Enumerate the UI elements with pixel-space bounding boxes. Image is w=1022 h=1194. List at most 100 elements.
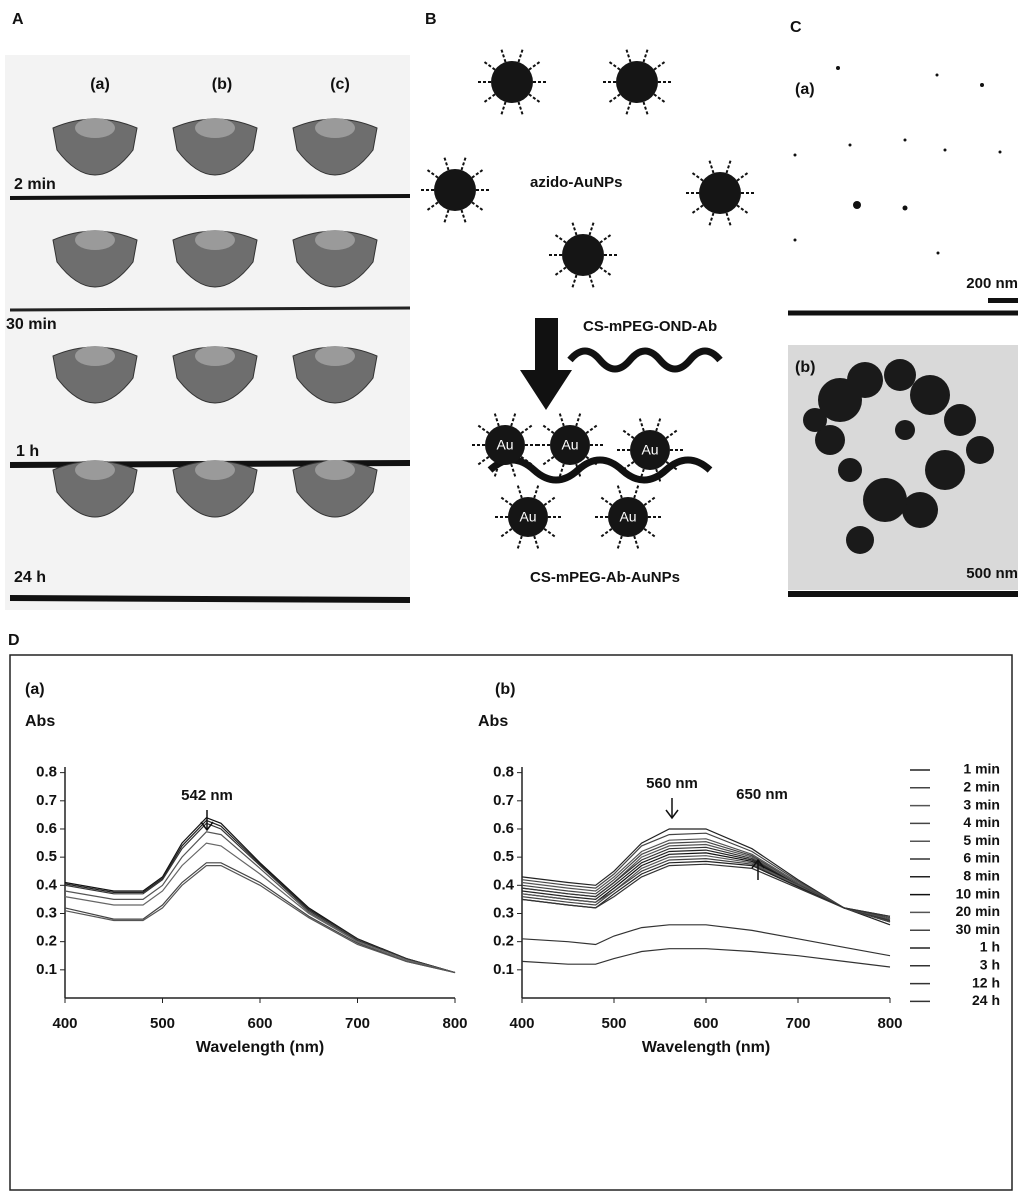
bowl <box>52 460 138 518</box>
bowl-highlight <box>75 460 115 480</box>
spectrum-line <box>64 865 456 974</box>
nanoparticle <box>550 425 590 465</box>
legend-label: 20 min <box>956 903 1000 919</box>
spectrum-line <box>521 857 891 919</box>
y-tick-label: 0.3 <box>36 904 57 921</box>
shelf <box>9 595 411 603</box>
legend-label: 3 min <box>963 796 1000 812</box>
scale-bar <box>988 298 1018 303</box>
spectrum-line <box>521 838 891 923</box>
ligand <box>476 455 490 466</box>
au-label: Au <box>561 437 578 453</box>
nanoparticle <box>491 61 533 103</box>
spectrum-line <box>64 842 456 974</box>
nanoparticle <box>434 169 476 211</box>
y-tick-label: 0.2 <box>36 933 57 950</box>
polymer-label: CS-mPEG-OND-Ab <box>583 318 717 335</box>
scale-label: 200 nm <box>966 275 1018 292</box>
row-label: 30 min <box>6 316 57 333</box>
bowl <box>172 460 258 518</box>
x-tick-label: 800 <box>877 1015 902 1032</box>
spectrum-line <box>521 832 891 923</box>
ligand <box>426 168 439 179</box>
ligand <box>638 468 645 483</box>
nanoparticle <box>630 430 670 470</box>
bowl <box>172 346 258 404</box>
panel-label: B <box>425 11 437 28</box>
particle-dot <box>943 148 947 152</box>
ligand <box>588 221 595 236</box>
legend-label: 6 min <box>963 850 1000 866</box>
x-axis-label: Wavelength (nm) <box>196 1039 324 1056</box>
ligand <box>426 201 439 212</box>
row-label: 2 min <box>14 176 56 193</box>
nanoparticle <box>508 497 548 537</box>
column-label: (b) <box>212 76 232 93</box>
ligand <box>483 60 496 71</box>
spectrum-line <box>521 841 891 923</box>
y-tick-label: 0.8 <box>493 764 514 781</box>
ligand <box>616 484 623 499</box>
bowl-highlight <box>315 230 355 250</box>
particle-dot <box>980 83 984 87</box>
column-label: (c) <box>330 76 350 93</box>
x-tick-label: 700 <box>345 1015 370 1032</box>
bowl-highlight <box>195 346 235 366</box>
nanoparticle <box>699 172 741 214</box>
row-label: 1 h <box>16 443 39 460</box>
ligand <box>520 424 534 435</box>
spectrum-line <box>64 831 456 974</box>
y-tick-label: 0.8 <box>36 764 57 781</box>
particle-dot <box>902 205 908 211</box>
ligand <box>516 535 523 550</box>
ligand <box>558 412 565 427</box>
x-tick-label: 600 <box>247 1015 272 1032</box>
au-label: Au <box>496 437 513 453</box>
ligand <box>708 159 715 174</box>
ligand <box>528 60 541 71</box>
ligand <box>541 424 555 435</box>
ligand <box>541 455 555 466</box>
bowl <box>292 460 378 518</box>
bowl <box>172 230 258 288</box>
bowl-highlight <box>315 460 355 480</box>
ligand <box>608 60 621 71</box>
bowl-highlight <box>315 118 355 138</box>
ligand <box>517 101 524 116</box>
polymer-chain <box>567 347 723 373</box>
ligand <box>533 484 540 499</box>
ligand <box>543 496 557 507</box>
chart-title: (a) <box>25 681 45 698</box>
bowl <box>292 118 378 176</box>
au-label: Au <box>619 509 636 525</box>
ligand <box>642 48 649 63</box>
particle-dot <box>853 201 861 209</box>
ligand <box>708 212 715 227</box>
bowl <box>52 346 138 404</box>
x-tick-label: 400 <box>509 1015 534 1032</box>
spectrum-line <box>521 948 891 968</box>
ligand <box>443 209 450 224</box>
product-label: CS-mPEG-Ab-AuNPs <box>530 569 680 586</box>
ligand <box>571 274 578 289</box>
ligand <box>665 429 679 440</box>
y-tick-label: 0.1 <box>493 961 514 978</box>
ligand <box>642 101 649 116</box>
bowl <box>172 118 258 176</box>
y-tick-label: 0.6 <box>36 820 57 837</box>
chart-title: (b) <box>495 681 515 698</box>
au-label: Au <box>519 509 536 525</box>
ligand <box>633 535 640 550</box>
ligand <box>483 93 496 104</box>
spectrum-line <box>521 924 891 957</box>
bowl-highlight <box>195 118 235 138</box>
x-tick-label: 500 <box>601 1015 626 1032</box>
ligand <box>616 535 623 550</box>
ligand <box>655 417 662 432</box>
ligand <box>533 535 540 550</box>
ligand <box>638 417 645 432</box>
ligand <box>643 527 657 538</box>
ligand <box>499 527 513 538</box>
legend-label: 2 min <box>963 779 1000 795</box>
ligand <box>625 101 632 116</box>
